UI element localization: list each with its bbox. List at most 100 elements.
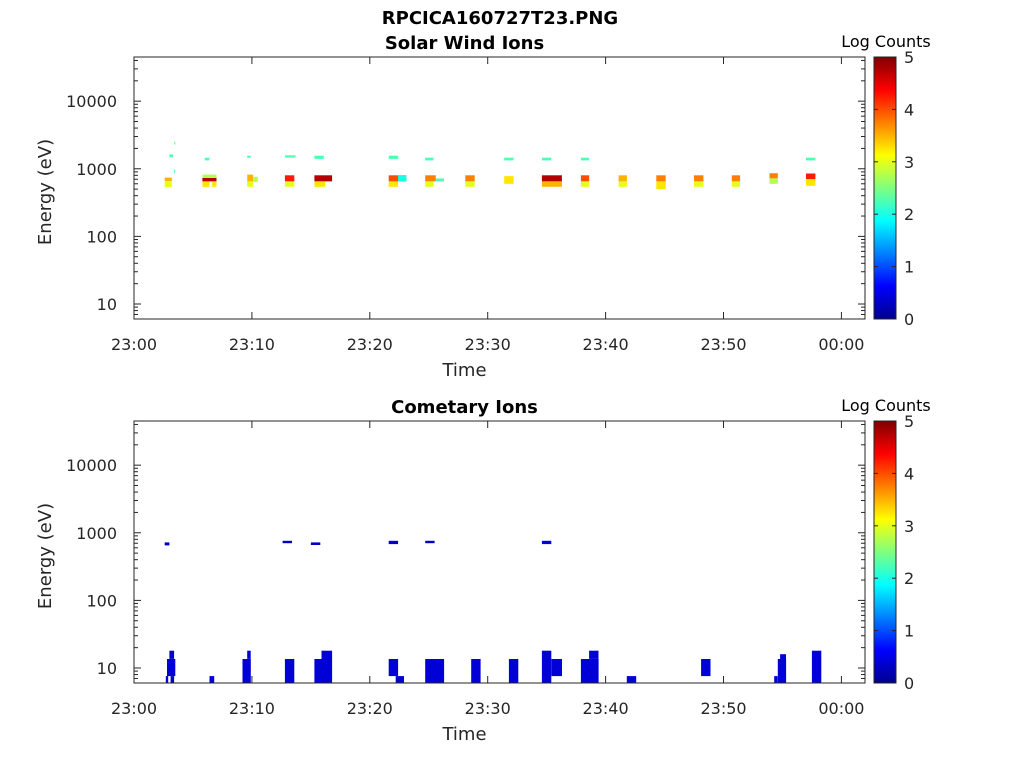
heatmap-cell	[694, 181, 704, 187]
y-axis: 10 100 1000 10000 Energy (eV)	[35, 59, 865, 320]
heatmap-cell	[202, 174, 217, 178]
y-tick-label: 1000	[76, 160, 117, 179]
x-tick-label: 23:00	[111, 699, 157, 718]
heatmap-cell	[541, 650, 552, 683]
heatmap-cell	[165, 676, 169, 683]
heatmap-cell	[164, 177, 172, 182]
heatmap-cell	[580, 175, 590, 182]
x-tick-label: 23:40	[583, 699, 629, 718]
heatmap-cell	[164, 181, 172, 187]
x-tick-label: 23:50	[700, 335, 746, 354]
heatmap-cell	[731, 175, 741, 182]
heatmap-cell	[247, 155, 251, 158]
x-axis: 23:00 23:10 23:20 23:30 23:40 23:50 00:00 Time	[111, 421, 864, 745]
heatmap-cell	[211, 181, 217, 187]
heatmap-cell	[164, 542, 170, 546]
colorbar-tick-label: 2	[904, 205, 914, 224]
y-tick-label: 100	[86, 591, 117, 610]
heatmap-cell	[731, 181, 741, 187]
heatmap-cell	[170, 676, 175, 683]
heatmap-cell	[321, 650, 333, 683]
y-axis-label: Energy (eV)	[35, 139, 56, 245]
heatmap-cell	[701, 659, 711, 677]
heatmap-cell	[806, 157, 816, 161]
heatmap-cell	[284, 659, 295, 683]
heatmap-cell	[694, 175, 704, 182]
colorbar-tick-label: 3	[904, 517, 914, 536]
heatmap-cell	[202, 178, 217, 182]
figure-title: RPCICA160727T23.PNG	[382, 8, 618, 29]
y-tick-label: 10	[97, 659, 117, 678]
heatmap-cell	[425, 157, 434, 161]
heatmap-cell	[388, 175, 407, 182]
heatmap-cell	[508, 659, 519, 683]
heatmap-cell	[777, 659, 787, 683]
colorbar-tick-label: 0	[904, 310, 914, 329]
colorbar-gradient	[873, 420, 897, 684]
heatmap-cell	[780, 654, 786, 659]
colorbar-tick-label: 4	[904, 100, 914, 119]
colorbar-gradient	[873, 56, 897, 320]
heatmap-cell	[656, 175, 666, 182]
heatmap-cell	[551, 659, 562, 677]
y-tick-label: 10	[97, 295, 117, 314]
heatmap-cell	[242, 659, 251, 683]
heatmap-cell	[395, 676, 404, 683]
x-tick-label: 00:00	[818, 699, 864, 718]
heatmap-cell	[247, 174, 254, 182]
heatmap-cell	[388, 659, 399, 677]
heatmap-cell	[541, 181, 562, 187]
x-axis-label: Time	[441, 724, 486, 745]
colorbar-tick-label: 5	[904, 48, 914, 67]
heatmap-cell	[806, 179, 816, 186]
heatmap-cell	[174, 169, 176, 173]
heatmap-cell	[314, 155, 324, 159]
heatmap-cell	[284, 175, 295, 182]
x-tick-label: 23:00	[111, 335, 157, 354]
x-tick-label: 23:30	[465, 335, 511, 354]
heatmap-cell	[541, 175, 562, 182]
heatmap-cell	[284, 181, 295, 187]
plot-area	[134, 57, 865, 319]
heatmap-cell	[204, 157, 210, 161]
heatmap-cell	[284, 155, 296, 158]
heatmap-cell	[769, 178, 778, 184]
heatmap-cell	[465, 181, 475, 187]
heatmap-cell	[282, 540, 292, 544]
heatmap-cell	[580, 659, 599, 683]
y-axis-label: Energy (eV)	[35, 503, 56, 609]
heatmap-cell	[253, 176, 258, 182]
axes-frame	[133, 420, 866, 684]
heatmap-cell	[314, 659, 325, 683]
colorbar-title: Log Counts	[841, 396, 931, 415]
x-tick-label: 23:40	[583, 335, 629, 354]
x-tick-label: 23:10	[229, 699, 275, 718]
y-axis: 10 100 1000 10000 Energy (eV)	[35, 423, 865, 684]
heatmap-cell	[398, 175, 407, 182]
colorbar: Log Counts 0 1 2 3 4 5	[841, 32, 931, 329]
heatmap-cell	[247, 650, 251, 659]
heatmap-cell	[580, 157, 590, 161]
heatmap-cell	[167, 659, 176, 677]
heatmap-cell	[626, 676, 637, 683]
heatmap-cell	[589, 650, 599, 659]
heatmap-cells	[164, 141, 816, 190]
x-tick-label: 00:00	[818, 335, 864, 354]
heatmap-cell	[247, 181, 254, 187]
axes-frame	[133, 56, 866, 320]
heatmap-cell	[656, 181, 666, 190]
x-axis-label: Time	[441, 360, 486, 381]
heatmap-cell	[465, 175, 475, 182]
y-tick-label: 10000	[66, 456, 117, 475]
heatmap-cell	[425, 659, 445, 683]
x-tick-label: 23:30	[465, 699, 511, 718]
heatmap-cell	[618, 175, 627, 182]
heatmap-cell	[811, 650, 822, 683]
x-tick-label: 23:20	[347, 335, 393, 354]
colorbar-tick-label: 3	[904, 153, 914, 172]
x-tick-label: 23:50	[700, 699, 746, 718]
colorbar: Log Counts 0 1 2 3 4 5	[841, 396, 931, 693]
heatmap-cell	[541, 540, 552, 545]
